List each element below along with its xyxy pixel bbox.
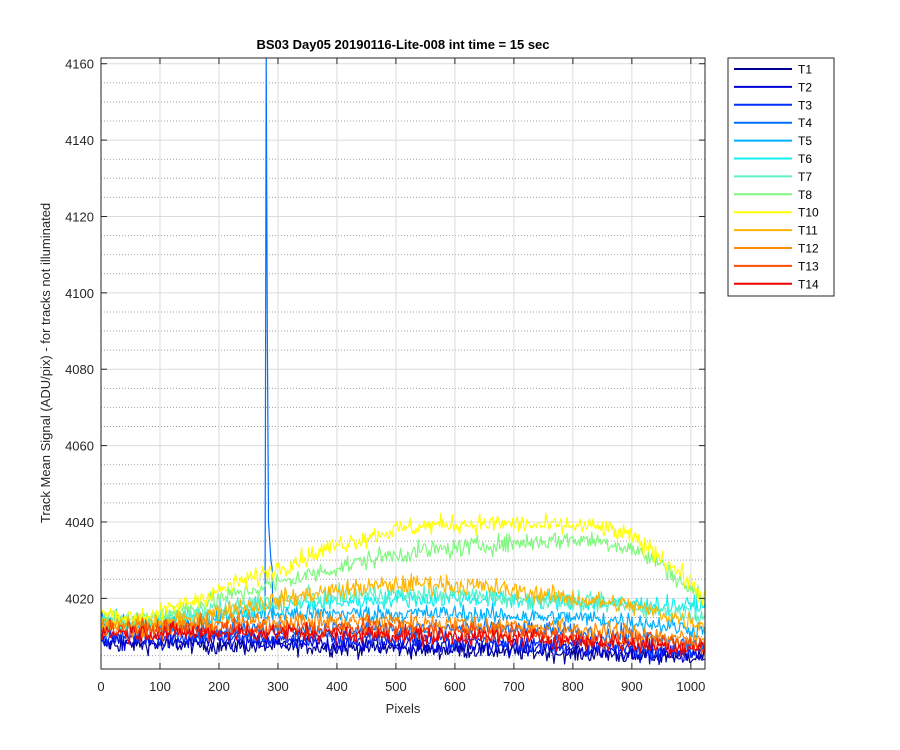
x-axis-label: Pixels	[386, 701, 421, 716]
y-tick-label: 4060	[65, 439, 94, 454]
y-tick-label: 4160	[65, 57, 94, 72]
legend-label: T6	[798, 152, 812, 166]
legend-label: T4	[798, 116, 812, 130]
y-tick-label: 4120	[65, 209, 94, 224]
legend-label: T3	[798, 98, 812, 112]
x-tick-label: 900	[621, 679, 643, 694]
legend-label: T1	[798, 63, 812, 77]
legend-label: T7	[798, 170, 812, 184]
legend-label: T12	[798, 242, 819, 256]
y-tick-label: 4020	[65, 591, 94, 606]
x-tick-label: 0	[97, 679, 104, 694]
x-tick-label: 600	[444, 679, 466, 694]
axis-ticks: 0 100 200 300 400 500 600 700 800 900 1000 4020 4040…	[65, 57, 705, 694]
x-tick-label: 700	[503, 679, 525, 694]
legend-label: T11	[798, 224, 818, 238]
series-line-t13	[100, 615, 706, 655]
x-tick-label: 500	[385, 679, 407, 694]
x-tick-label: 1000	[676, 679, 705, 694]
y-tick-label: 4140	[65, 133, 94, 148]
legend-entries: T1 T2 T3 T4 T5 T6 T7 T8 T10 T11 T12 T13 T14	[734, 63, 819, 291]
legend-label: T14	[798, 277, 819, 291]
y-tick-label: 4080	[65, 362, 94, 377]
legend-label: T2	[798, 80, 812, 94]
legend-label: T5	[798, 134, 812, 148]
x-tick-label: 300	[267, 679, 289, 694]
x-tick-label: 800	[562, 679, 584, 694]
plot-frame	[100, 57, 706, 670]
x-tick-label: 100	[149, 679, 171, 694]
x-tick-label: 200	[208, 679, 230, 694]
chart-title: BS03 Day05 20190116-Lite-008 int time = …	[256, 37, 549, 52]
legend-label: T13	[798, 259, 819, 273]
legend-label: T10	[798, 206, 819, 220]
series-line-t14	[100, 620, 706, 659]
legend: T1 T2 T3 T4 T5 T6 T7 T8 T10 T11 T12 T13 T14	[727, 57, 835, 297]
y-tick-label: 4040	[65, 515, 94, 530]
x-tick-label: 400	[326, 679, 348, 694]
plot-area	[101, 58, 705, 669]
y-tick-label: 4100	[65, 286, 94, 301]
series-line-t10	[100, 512, 706, 630]
y-axis-label: Track Mean Signal (ADU/pix) - for tracks…	[38, 203, 53, 523]
legend-label: T8	[798, 188, 812, 202]
series-lines	[100, 57, 706, 666]
series-line-t8	[100, 531, 706, 627]
